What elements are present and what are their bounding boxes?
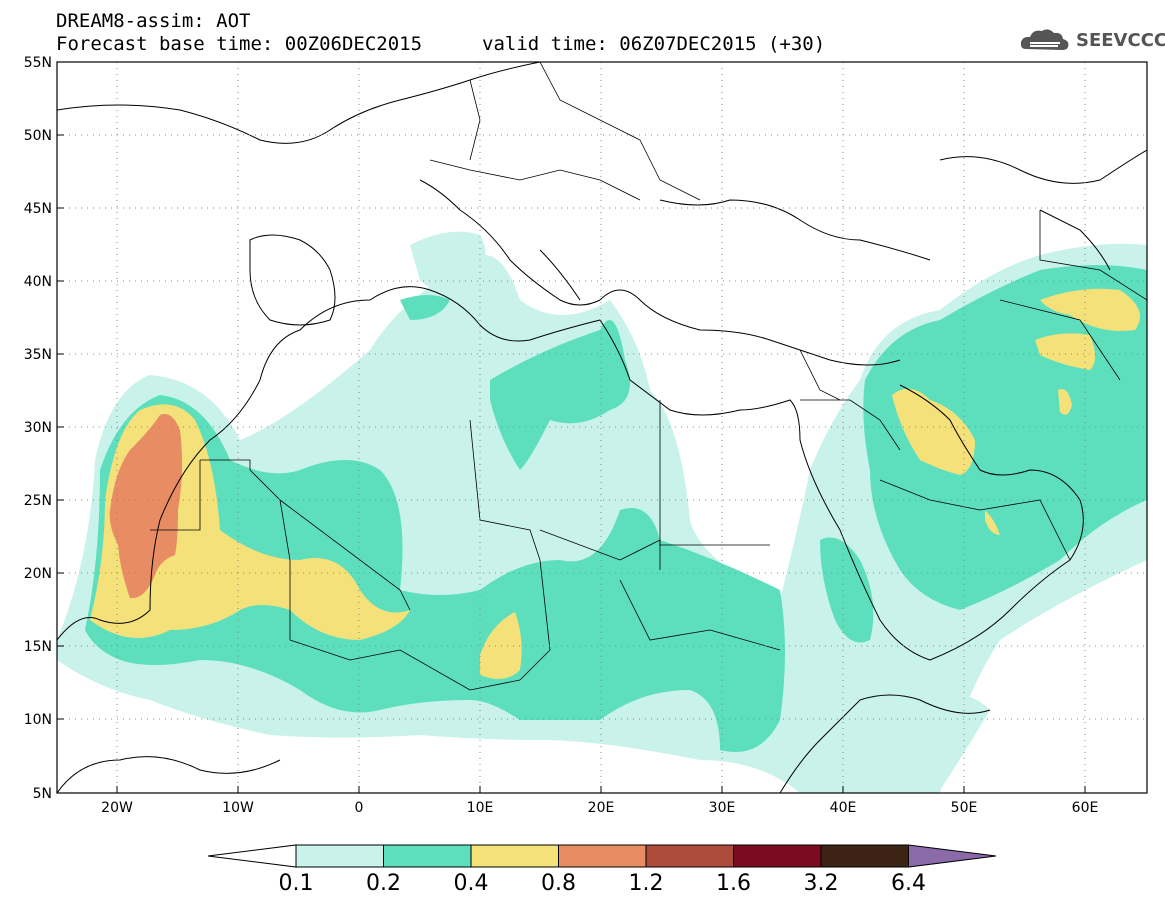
lat-label: 20N	[24, 566, 52, 582]
lat-label: 10N	[24, 712, 52, 728]
colorbar-label: 6.4	[891, 871, 926, 896]
colorbar-label: 0.8	[541, 871, 576, 896]
colorbar-label: 3.2	[804, 871, 839, 896]
seevccc-logo: SEEVCCC	[1018, 24, 1165, 56]
colorbar-label: 0.4	[454, 871, 489, 896]
colorbar-swatch	[733, 844, 822, 868]
lat-label: 25N	[24, 493, 52, 509]
lat-label: 55N	[24, 55, 52, 71]
borders	[150, 62, 1147, 691]
ticks	[57, 61, 1086, 793]
colorbar-label: 1.2	[629, 871, 664, 896]
lon-label: 50E	[951, 800, 978, 816]
cloud-icon	[1020, 29, 1069, 50]
lon-label: 20W	[101, 800, 133, 816]
lon-label: 30E	[709, 800, 736, 816]
colorbar-swatch	[207, 844, 297, 868]
colorbar-swatch	[645, 844, 734, 868]
coastlines	[57, 62, 1147, 793]
colorbar-label: 0.1	[279, 871, 314, 896]
colorbar-swatch	[383, 844, 472, 868]
lat-label: 50N	[24, 128, 52, 144]
lon-label: 60E	[1072, 800, 1099, 816]
colorbar-swatch	[820, 844, 909, 868]
lat-label: 40N	[24, 274, 52, 290]
forecast-base-time: Forecast base time: 00Z06DEC2015	[56, 33, 423, 55]
map-title: DREAM8-assim: AOT	[56, 10, 251, 32]
lat-label: 35N	[24, 347, 52, 363]
colorbar-swatch	[470, 844, 559, 868]
lat-label: 15N	[24, 639, 52, 655]
lat-label: 5N	[33, 786, 52, 802]
lon-label: 40E	[830, 800, 857, 816]
colorbar-label: 1.6	[716, 871, 751, 896]
valid-time: valid time: 06Z07DEC2015 (+30)	[482, 33, 826, 55]
lon-label: 20E	[588, 800, 615, 816]
lon-label: 10W	[222, 800, 254, 816]
colorbar-swatch	[908, 844, 997, 868]
logo-text: SEEVCCC	[1076, 29, 1165, 51]
lon-label: 0	[355, 800, 364, 816]
colorbar	[207, 844, 997, 868]
lon-label: 10E	[467, 800, 494, 816]
aot-band-0.8	[109, 414, 183, 599]
colorbar-label: 0.2	[366, 871, 401, 896]
colorbar-swatch	[558, 844, 647, 868]
colorbar-swatch	[295, 844, 384, 868]
lat-label: 30N	[24, 420, 52, 436]
lat-label: 45N	[24, 201, 52, 217]
